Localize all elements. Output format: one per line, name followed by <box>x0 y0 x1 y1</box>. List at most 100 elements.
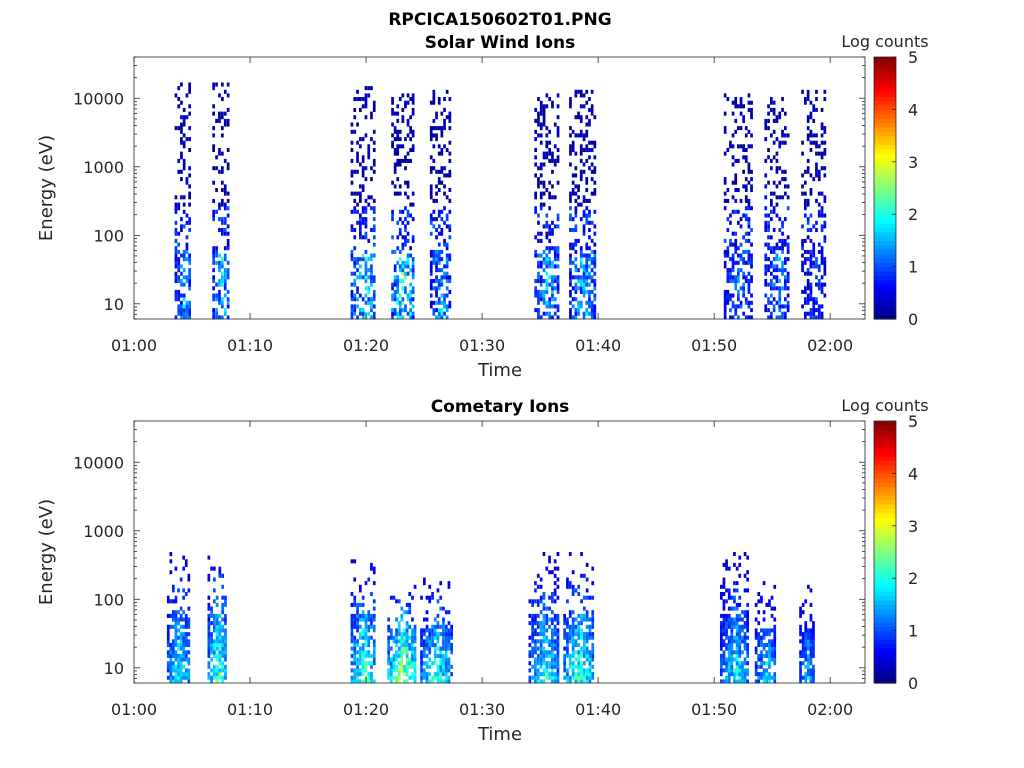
heatmap-cell <box>370 304 373 309</box>
heatmap-cell <box>764 158 768 163</box>
heatmap-cell <box>806 311 810 316</box>
heatmap-cell <box>215 602 219 607</box>
heatmap-cell <box>739 304 743 309</box>
heatmap-cell <box>180 177 183 182</box>
heatmap-cell <box>442 661 445 666</box>
heatmap-cell <box>579 89 583 94</box>
heatmap-cell <box>387 661 390 666</box>
heatmap-cell <box>727 621 731 626</box>
heatmap-cell <box>548 275 551 280</box>
heatmap-cell <box>591 610 595 615</box>
heatmap-cell <box>359 231 362 236</box>
heatmap-cell <box>390 661 393 666</box>
heatmap-cell <box>221 664 224 669</box>
colorbar-swatch <box>874 100 896 106</box>
heatmap-cell <box>551 617 554 622</box>
heatmap-cell <box>757 592 761 597</box>
heatmap-cell <box>174 206 178 211</box>
heatmap-cell <box>817 279 821 284</box>
heatmap-cell <box>442 657 445 662</box>
heatmap-cell <box>166 639 170 644</box>
heatmap-cell <box>370 562 373 567</box>
heatmap-cell <box>406 100 410 105</box>
heatmap-cell <box>212 279 215 284</box>
heatmap-cell <box>588 635 592 640</box>
heatmap-cell <box>433 661 437 666</box>
heatmap-cell <box>553 599 557 604</box>
heatmap-cell <box>593 257 597 262</box>
heatmap-cell <box>395 628 398 633</box>
heatmap-cell <box>182 315 186 320</box>
heatmap-cell <box>747 217 751 222</box>
heatmap-cell <box>431 635 434 640</box>
heatmap-cell <box>786 184 790 189</box>
heatmap-cell <box>215 613 219 618</box>
heatmap-cell <box>391 133 394 138</box>
heatmap-cell <box>545 661 549 666</box>
heatmap-cell <box>177 635 180 640</box>
heatmap-cell <box>432 89 436 94</box>
heatmap-cell <box>548 672 551 677</box>
heatmap-cell <box>174 621 178 626</box>
heatmap-cell <box>182 617 185 622</box>
heatmap-cell <box>448 111 452 116</box>
heatmap-cell <box>731 155 735 160</box>
heatmap-cell <box>372 293 376 298</box>
heatmap-cell <box>720 632 723 637</box>
heatmap-cell <box>591 613 595 618</box>
heatmap-cell <box>401 286 405 291</box>
heatmap-cell <box>223 271 227 276</box>
heatmap-cell <box>722 584 726 589</box>
heatmap-cell <box>218 570 222 575</box>
heatmap-cell <box>367 238 371 243</box>
heatmap-cell <box>804 100 807 105</box>
heatmap-cell <box>448 253 452 258</box>
heatmap-cell <box>762 668 766 673</box>
heatmap-cell <box>750 107 753 112</box>
heatmap-cell <box>772 275 776 280</box>
heatmap-cell <box>210 566 213 571</box>
heatmap-cell <box>815 260 818 265</box>
heatmap-cell <box>404 206 407 211</box>
heatmap-cell <box>768 599 771 604</box>
heatmap-cell <box>395 653 398 658</box>
heatmap-cell <box>735 650 739 655</box>
heatmap-cell <box>770 271 773 276</box>
heatmap-cell <box>350 158 354 163</box>
heatmap-cell <box>579 115 583 120</box>
heatmap-cell <box>406 209 410 214</box>
heatmap-cell <box>804 311 807 316</box>
heatmap-cell <box>443 118 446 123</box>
heatmap-cell <box>744 133 748 138</box>
heatmap-cell <box>784 286 787 291</box>
heatmap-cell <box>725 657 728 662</box>
heatmap-cell <box>221 661 224 666</box>
heatmap-cell <box>585 264 589 269</box>
heatmap-cell <box>224 643 227 648</box>
heatmap-cell <box>361 253 365 258</box>
heatmap-cell <box>185 213 189 218</box>
heatmap-cell <box>212 297 215 302</box>
heatmap-cell <box>801 89 804 94</box>
heatmap-cell <box>536 679 540 684</box>
colorbar-swatch <box>874 57 896 62</box>
x-tick-label: 02:00 <box>807 336 853 355</box>
heatmap-cell <box>743 610 747 615</box>
heatmap-cell <box>804 180 807 185</box>
heatmap-cell <box>583 661 586 666</box>
heatmap-cell <box>210 650 213 655</box>
heatmap-cell <box>742 293 745 298</box>
heatmap-cell <box>406 253 410 258</box>
heatmap-cell <box>435 289 438 294</box>
heatmap-cell <box>539 133 543 138</box>
heatmap-cell <box>218 672 222 677</box>
heatmap-cell <box>391 286 394 291</box>
heatmap-cell <box>577 115 580 120</box>
heatmap-cell <box>551 646 554 651</box>
heatmap-cell <box>757 664 761 669</box>
heatmap-cell <box>744 155 748 160</box>
heatmap-cell <box>221 97 224 102</box>
heatmap-cell <box>744 195 748 200</box>
heatmap-cell <box>820 315 824 320</box>
heatmap-cell <box>735 668 739 673</box>
